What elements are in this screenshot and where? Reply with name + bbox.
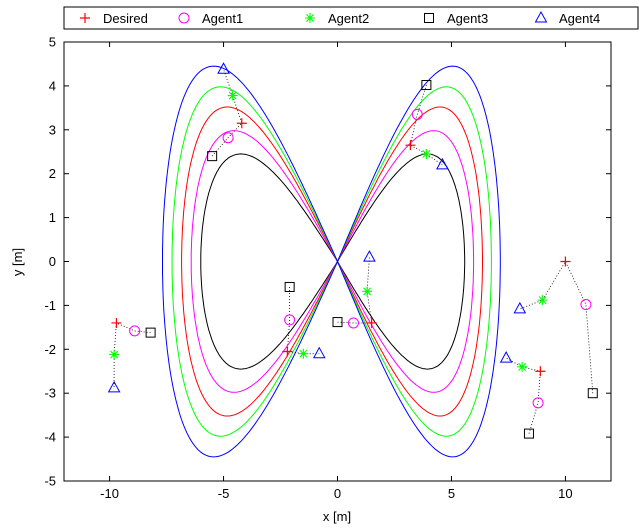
legend-marker-agent1 bbox=[178, 12, 190, 24]
marker-agent3 bbox=[207, 151, 218, 162]
y-tick-label: -2 bbox=[44, 342, 56, 357]
legend-label-agent4: Agent4 bbox=[559, 11, 600, 26]
marker-desired bbox=[366, 317, 377, 328]
marker-agent1 bbox=[222, 132, 234, 144]
trajectory-curves bbox=[162, 65, 501, 458]
legend-label-agent2: Agent2 bbox=[328, 11, 369, 26]
legend-marker-agent2 bbox=[305, 13, 315, 23]
marker-agent4 bbox=[499, 351, 513, 363]
legend-marker-agent3 bbox=[424, 13, 434, 23]
marker-agent1 bbox=[411, 108, 423, 120]
marker-agent1 bbox=[580, 299, 592, 311]
marker-agent1 bbox=[532, 397, 544, 409]
y-tick-label: -4 bbox=[44, 430, 56, 445]
marker-agent4 bbox=[217, 62, 230, 74]
formation-link bbox=[519, 260, 594, 394]
legend-marker-agent4 bbox=[534, 10, 548, 23]
marker-agent2 bbox=[537, 295, 548, 306]
x-tick-label: -5 bbox=[218, 486, 230, 501]
marker-agent2 bbox=[227, 90, 238, 101]
curve-blue bbox=[162, 65, 501, 458]
marker-desired bbox=[535, 366, 546, 377]
y-tick-label: -5 bbox=[44, 474, 56, 489]
y-tick-label: 2 bbox=[49, 166, 56, 181]
marker-agent1 bbox=[347, 317, 359, 329]
agent-markers bbox=[107, 62, 598, 439]
marker-agent4 bbox=[312, 346, 326, 359]
y-tick-label: 5 bbox=[49, 35, 56, 50]
marker-agent2 bbox=[298, 348, 309, 359]
marker-agent1 bbox=[284, 314, 296, 326]
formation-link bbox=[113, 322, 151, 388]
marker-agent3 bbox=[332, 317, 343, 328]
marker-desired bbox=[405, 140, 416, 151]
marker-agent4 bbox=[107, 380, 121, 393]
marker-agent3 bbox=[284, 281, 295, 292]
marker-agent2 bbox=[517, 361, 528, 372]
x-axis-label: x [m] bbox=[323, 509, 351, 524]
marker-agent2 bbox=[109, 349, 120, 360]
legend-label-agent3: Agent3 bbox=[447, 11, 488, 26]
legend-marker-desired bbox=[80, 13, 90, 23]
x-tick-label: 5 bbox=[448, 486, 455, 501]
marker-agent3 bbox=[421, 80, 432, 91]
marker-agent4 bbox=[513, 301, 527, 314]
marker-agent2 bbox=[362, 286, 373, 297]
marker-desired bbox=[282, 346, 293, 357]
y-axis-label: y [m] bbox=[10, 248, 25, 276]
x-tick-label: 10 bbox=[558, 486, 572, 501]
marker-agent3 bbox=[523, 428, 534, 439]
x-tick-label: 0 bbox=[334, 486, 341, 501]
y-tick-label: -1 bbox=[44, 298, 56, 313]
legend-label-agent1: Agent1 bbox=[202, 11, 243, 26]
x-tick-label: -10 bbox=[100, 486, 119, 501]
legend-box bbox=[63, 6, 639, 30]
marker-agent4 bbox=[363, 250, 376, 262]
y-tick-label: 4 bbox=[49, 78, 56, 93]
marker-agent2 bbox=[421, 148, 432, 159]
marker-desired bbox=[560, 256, 571, 267]
marker-agent1 bbox=[129, 325, 141, 337]
formation-link bbox=[286, 287, 320, 355]
marker-agent4 bbox=[435, 157, 449, 170]
marker-desired bbox=[236, 118, 247, 129]
marker-agent3 bbox=[145, 327, 156, 338]
legend: Desired Agent1 Agent2 Agent3 Agent4 bbox=[63, 6, 639, 30]
y-tick-label: 1 bbox=[49, 210, 56, 225]
marker-desired bbox=[111, 317, 122, 328]
y-tick-label: -3 bbox=[44, 386, 56, 401]
legend-label-desired: Desired bbox=[103, 11, 148, 26]
y-tick-label: 3 bbox=[49, 122, 56, 137]
y-tick-label: 0 bbox=[49, 254, 56, 269]
marker-agent3 bbox=[587, 388, 598, 399]
